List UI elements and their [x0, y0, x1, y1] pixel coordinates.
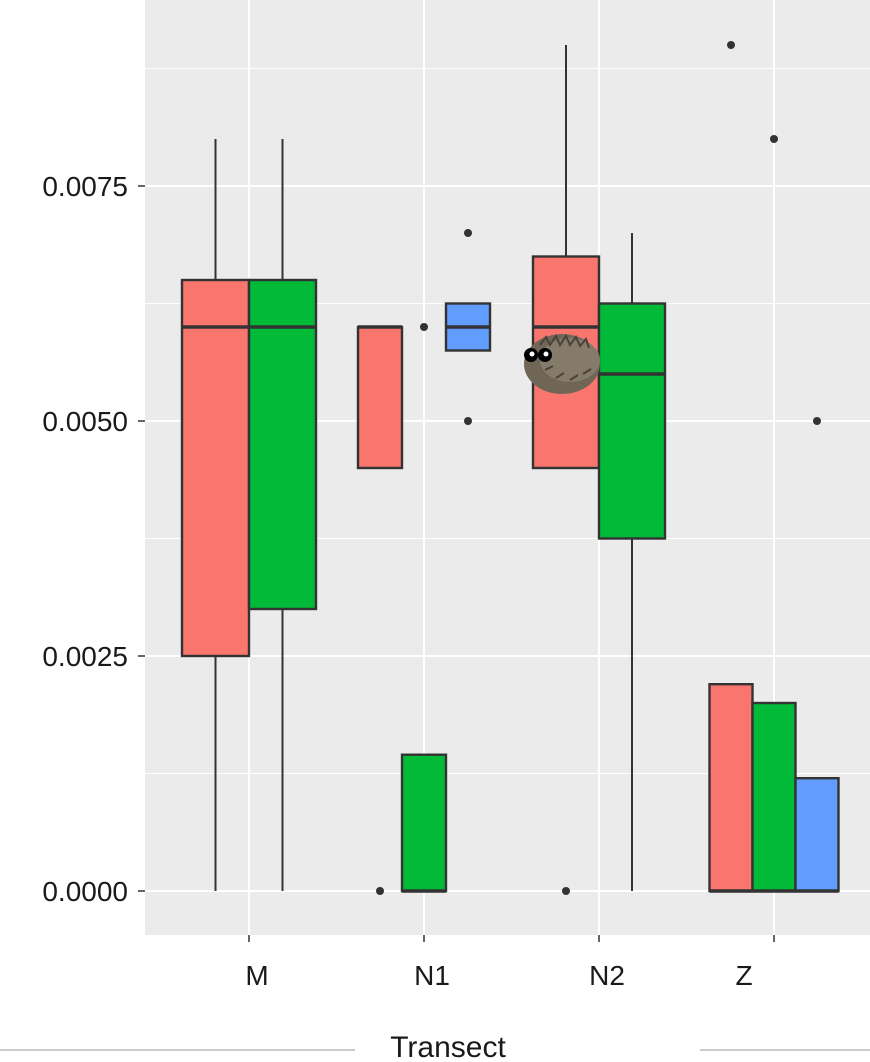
outlier-Z-0-0	[727, 41, 735, 49]
y-tick-label-0: 0.0000	[42, 876, 128, 907]
box-Z-0	[708, 683, 754, 893]
y-tick-label-2: 0.0050	[42, 406, 128, 437]
y-axis: 0.0000 0.0025 0.0050 0.0075	[42, 171, 145, 907]
box-series	[180, 45, 840, 893]
box-N1-2	[444, 302, 492, 352]
x-tick-label-3: Z	[735, 960, 752, 991]
outlier-N2-0-0	[562, 887, 570, 895]
box-N1-1	[400, 753, 448, 893]
box-body	[751, 701, 797, 893]
box-N1-0	[356, 325, 404, 470]
box-body	[247, 278, 318, 611]
box-body	[180, 278, 251, 658]
outlier-Z-2-0	[813, 417, 821, 425]
outlier-N1-1-0	[420, 323, 428, 331]
x-tick-label-2: N2	[589, 960, 625, 991]
outlier-points	[376, 41, 821, 895]
outlier-N1-2-0	[464, 229, 472, 237]
box-M-0	[180, 139, 251, 891]
x-tick-label-0: M	[245, 960, 268, 991]
y-tick-label-3: 0.0075	[42, 171, 128, 202]
box-body	[400, 753, 448, 893]
outlier-N1-2-1	[464, 417, 472, 425]
outlier-N1-0-0	[376, 887, 384, 895]
outlier-Z-1-0	[770, 135, 778, 143]
y-tick-label-1: 0.0025	[42, 641, 128, 672]
x-tick-label-1: N1	[414, 960, 450, 991]
box-Z-2	[794, 777, 840, 893]
box-body	[597, 302, 667, 540]
box-N2-1	[597, 233, 667, 891]
hedgehog-sticker	[524, 333, 600, 394]
box-body	[708, 683, 754, 893]
box-M-1	[247, 139, 318, 891]
box-Z-1	[751, 701, 797, 893]
x-axis-title: Transect	[390, 1031, 506, 1062]
box-body	[794, 777, 840, 893]
box-body	[356, 325, 404, 470]
x-axis: M N1 N2 Z	[245, 935, 775, 991]
